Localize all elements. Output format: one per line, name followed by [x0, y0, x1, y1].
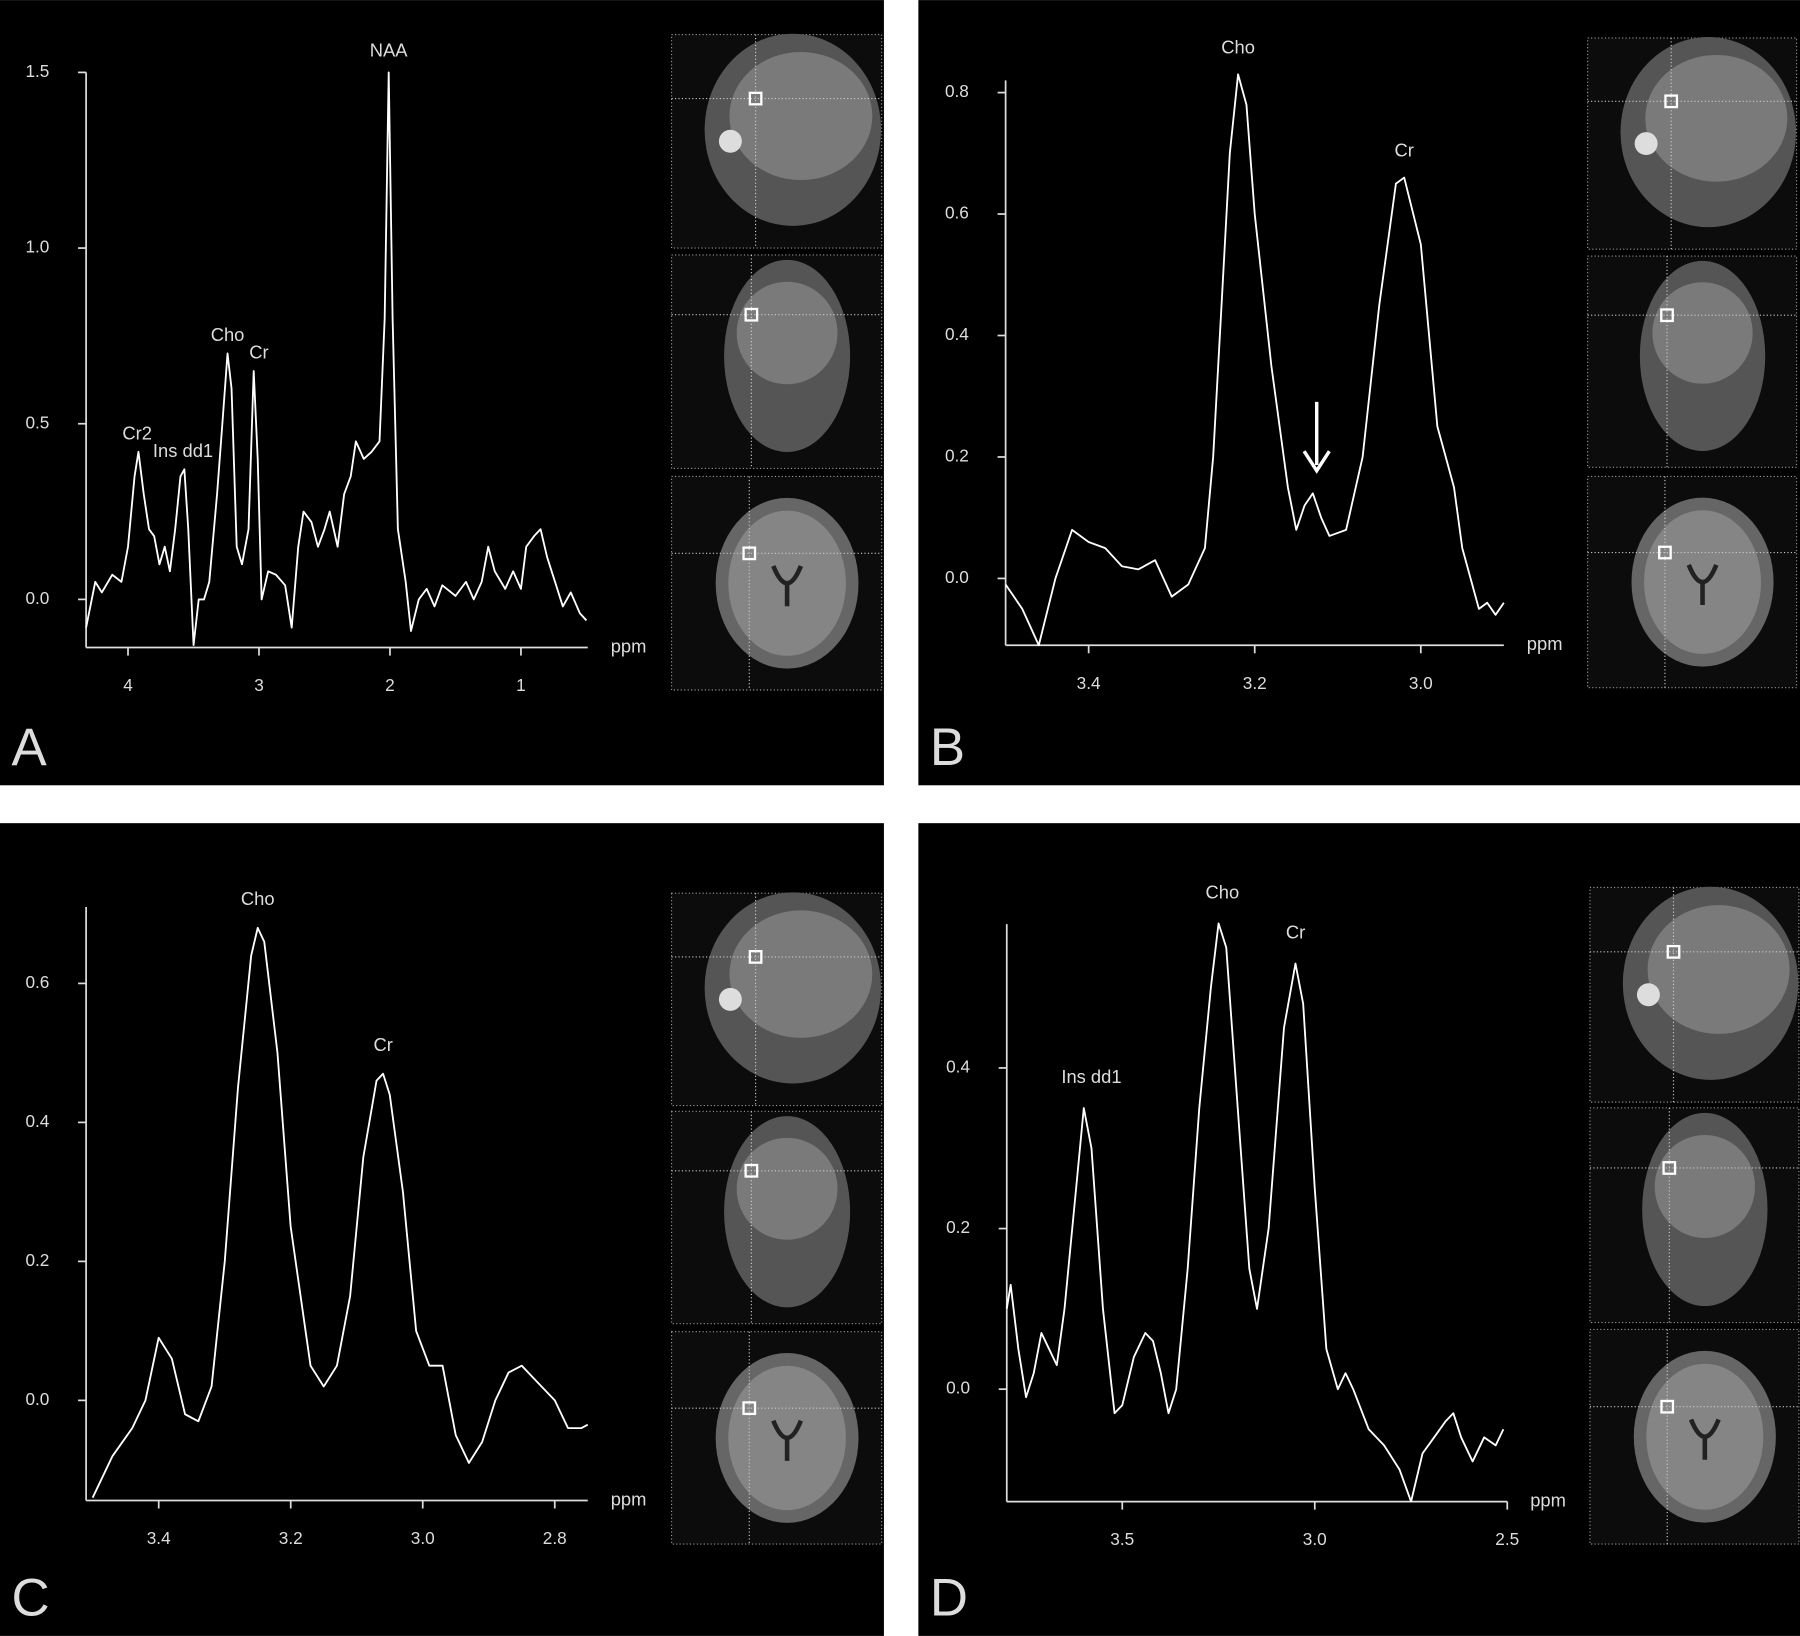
mri-brain — [736, 281, 838, 385]
peak-label: Ins dd1 — [153, 440, 213, 461]
y-tick-label: 0.4 — [946, 1056, 970, 1076]
mri-ventricles — [1686, 563, 1719, 606]
mri-brain — [1654, 1134, 1755, 1239]
y-tick-label: 0.0 — [25, 1389, 49, 1409]
y-tick-label: 0.6 — [945, 203, 969, 223]
mri-voxel — [748, 950, 763, 964]
mri-brain — [736, 1137, 838, 1240]
mri-brain — [1647, 905, 1790, 1034]
mri-voxel — [744, 1163, 759, 1178]
mri-brain — [1652, 282, 1753, 384]
spectrum-line — [1004, 73, 1505, 647]
y-tick-label: 0.0 — [25, 588, 49, 608]
mri-brain — [729, 910, 873, 1038]
mri-brain — [729, 51, 873, 181]
spectrum-line — [91, 926, 589, 1499]
y-tick-label: 0.4 — [25, 1111, 49, 1131]
peak-label: Cho — [1206, 881, 1240, 902]
peak-label: Cho — [241, 888, 275, 909]
mri-voxel — [748, 91, 763, 106]
mri-eye — [718, 987, 742, 1011]
x-tick-label: 3.2 — [279, 1528, 303, 1548]
peak-label: Ins dd1 — [1061, 1066, 1121, 1087]
mri-voxel — [1658, 545, 1672, 560]
mri-voxel — [1666, 944, 1681, 959]
mri-ventricles — [771, 565, 804, 607]
peak-label: Cho — [1221, 36, 1255, 57]
peak-label: Cr2 — [122, 422, 152, 443]
mri-voxel — [742, 1401, 757, 1416]
panel-letter: D — [930, 1568, 968, 1627]
peak-label: Cr — [1394, 140, 1413, 161]
mri-ventricles — [771, 1419, 804, 1461]
y-tick-label: 1.5 — [25, 61, 49, 81]
x-tick-label: 2.8 — [543, 1528, 567, 1548]
x-axis-label: ppm — [1527, 633, 1563, 654]
arrow-head — [1302, 450, 1331, 474]
peak-label: Cr — [1286, 922, 1305, 943]
mri-voxel — [1660, 1399, 1675, 1414]
x-tick-label: 3.2 — [1243, 673, 1267, 693]
panel-letter: B — [930, 718, 965, 777]
x-axis-label: ppm — [611, 635, 647, 656]
panel-letter: A — [11, 718, 47, 777]
y-tick-label: 1.0 — [25, 237, 49, 257]
mri-voxel — [1662, 1161, 1677, 1175]
x-tick-label: 3 — [254, 675, 264, 695]
y-tick-label: 0.0 — [945, 567, 969, 587]
x-tick-label: 3.4 — [1077, 673, 1101, 693]
x-tick-label: 3.0 — [1303, 1529, 1327, 1549]
mri-ventricles — [1688, 1418, 1721, 1460]
x-axis-label: ppm — [611, 1488, 647, 1509]
y-tick-label: 0.2 — [25, 1250, 49, 1270]
x-tick-label: 3.0 — [411, 1528, 435, 1548]
y-tick-label: 0.4 — [945, 324, 969, 344]
peak-label: NAA — [370, 39, 409, 60]
mri-eye — [718, 129, 742, 153]
mri-eye — [1634, 132, 1658, 156]
spectrum-line — [1005, 922, 1505, 1503]
mri-voxel — [744, 307, 759, 322]
x-axis-label: ppm — [1530, 1489, 1566, 1510]
x-tick-label: 4 — [123, 675, 133, 695]
peak-label: Cr — [249, 342, 268, 363]
peak-label: Cr — [373, 1034, 392, 1055]
mri-brain — [1645, 54, 1788, 182]
y-tick-label: 0.2 — [945, 446, 969, 466]
spectrum-line — [85, 71, 588, 647]
y-tick-label: 0.5 — [25, 412, 49, 432]
mri-eye — [1636, 983, 1660, 1007]
y-tick-label: 0.8 — [945, 81, 969, 101]
y-tick-label: 0.0 — [946, 1378, 970, 1398]
x-tick-label: 3.0 — [1409, 673, 1433, 693]
x-tick-label: 1 — [516, 675, 526, 695]
x-tick-label: 2.5 — [1495, 1529, 1519, 1549]
y-tick-label: 0.6 — [25, 972, 49, 992]
peak-label: Cho — [211, 324, 245, 345]
panel-letter: C — [11, 1568, 49, 1627]
mri-voxel — [1660, 308, 1674, 323]
x-tick-label: 3.5 — [1110, 1529, 1134, 1549]
x-tick-label: 2 — [385, 675, 395, 695]
mri-voxel — [742, 546, 757, 561]
mri-voxel — [1664, 94, 1679, 109]
y-tick-label: 0.2 — [946, 1217, 970, 1237]
x-tick-label: 3.4 — [147, 1528, 171, 1548]
